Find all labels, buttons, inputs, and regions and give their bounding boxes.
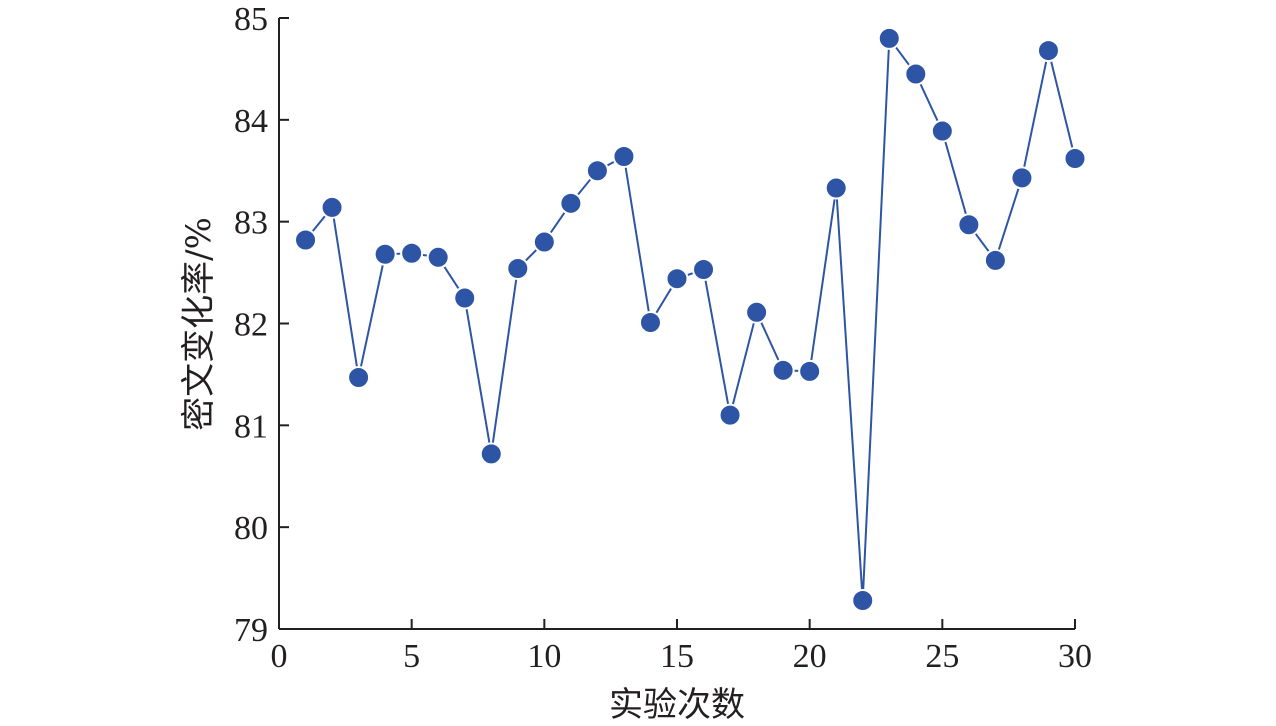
x-tick-label: 15: [660, 638, 694, 675]
data-point-30: [1063, 147, 1087, 171]
data-point-29: [1036, 39, 1060, 63]
x-tick-label: 10: [527, 638, 561, 675]
y-axis-title: 密文变化率/%: [179, 217, 219, 431]
data-point-19: [771, 358, 795, 382]
x-axis-title: 实验次数: [609, 685, 745, 725]
data-point-5: [400, 241, 424, 265]
data-point-9: [506, 257, 530, 281]
data-point-8: [479, 442, 503, 466]
data-point-28: [1010, 166, 1034, 190]
y-tick-label: 79: [234, 612, 268, 649]
ticks: [278, 17, 1076, 630]
y-tick-label: 80: [234, 510, 268, 547]
data-point-10: [532, 230, 556, 254]
data-point-2: [320, 195, 344, 219]
y-tick-label: 83: [234, 205, 268, 242]
data-point-15: [665, 267, 689, 291]
y-tick-label: 85: [234, 1, 268, 38]
y-tick-label: 81: [234, 408, 268, 445]
y-tick-label: 82: [234, 307, 268, 344]
x-tick-label: 5: [403, 638, 420, 675]
data-point-4: [373, 242, 397, 266]
data-points: [294, 26, 1087, 612]
data-point-3: [347, 365, 371, 389]
data-point-24: [904, 62, 928, 86]
data-point-1: [294, 228, 318, 252]
x-tick-label: 20: [793, 638, 827, 675]
data-point-22: [851, 588, 875, 612]
data-point-13: [612, 144, 636, 168]
data-point-16: [692, 258, 716, 282]
data-point-20: [798, 359, 822, 383]
data-point-11: [559, 191, 583, 215]
data-point-14: [638, 310, 662, 334]
data-point-17: [718, 403, 742, 427]
data-point-21: [824, 176, 848, 200]
series-line: [304, 35, 1076, 601]
tick-labels: 0 5 10 15 20 25 30 79 80 81 82 83 84 85: [234, 1, 1092, 675]
y-tick-label: 84: [234, 103, 268, 140]
data-point-7: [453, 286, 477, 310]
x-tick-label: 25: [925, 638, 959, 675]
data-point-25: [930, 119, 954, 143]
data-point-6: [426, 245, 450, 269]
x-tick-label: 30: [1058, 638, 1092, 675]
data-point-26: [957, 213, 981, 237]
data-point-18: [745, 300, 769, 324]
data-point-23: [877, 26, 901, 50]
x-tick-label: 0: [271, 638, 288, 675]
axes: [278, 18, 1075, 630]
data-point-27: [983, 248, 1007, 272]
data-point-12: [585, 159, 609, 183]
